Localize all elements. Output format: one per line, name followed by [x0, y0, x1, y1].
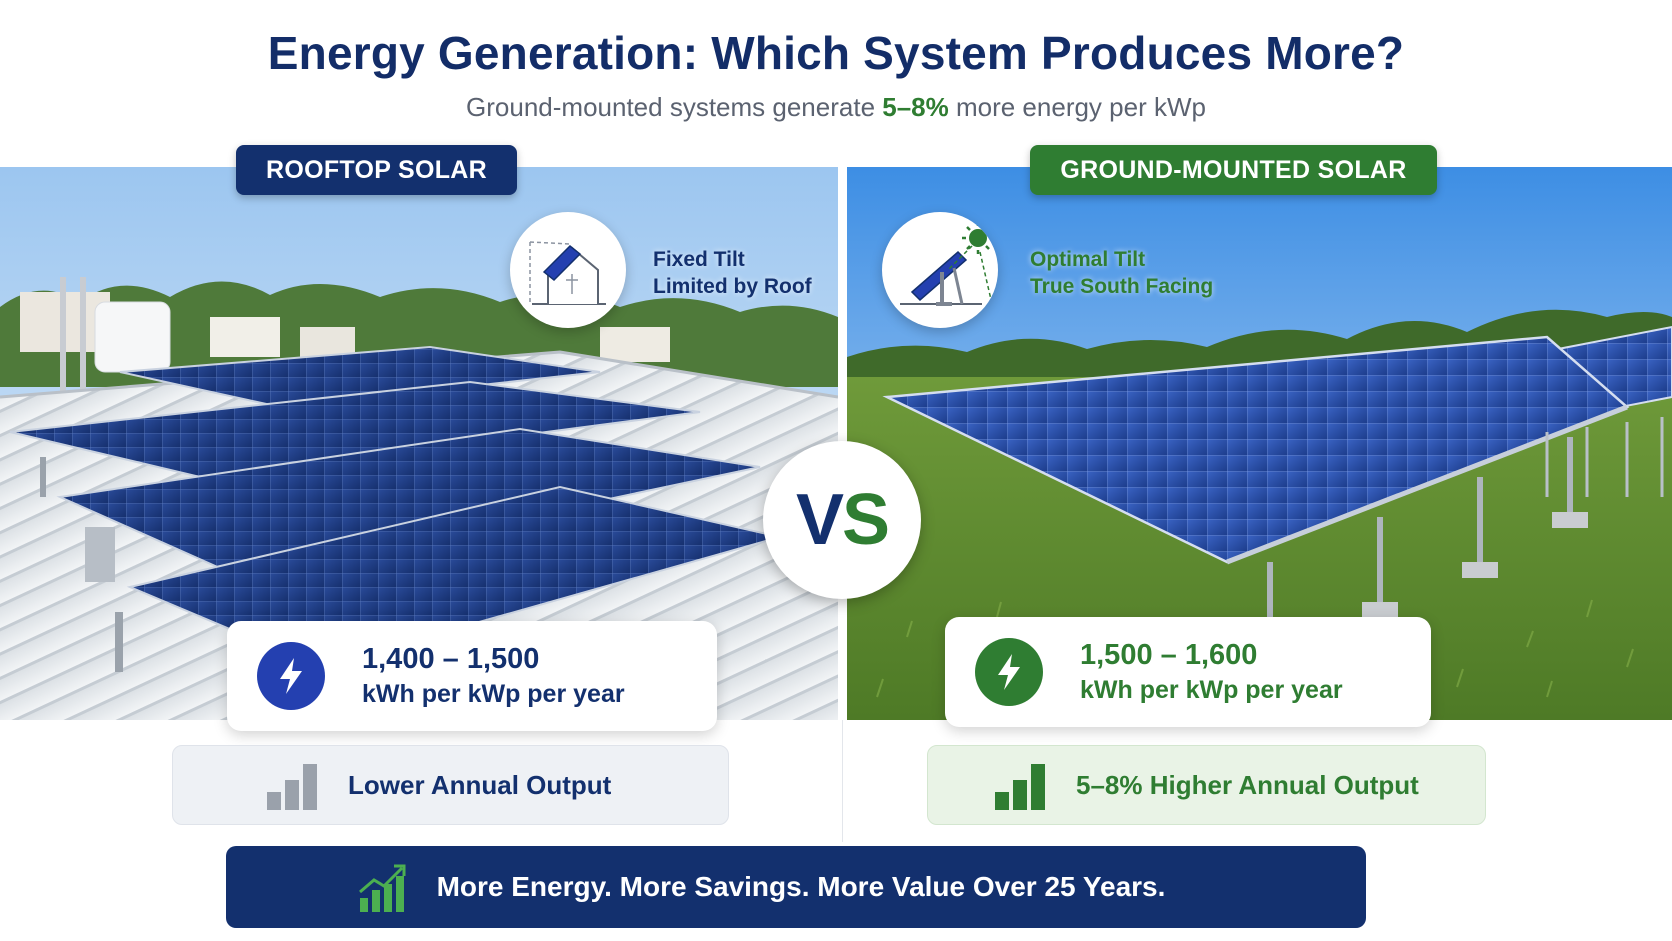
ground-stat-unit: kWh per kWp per year [1080, 676, 1343, 704]
lightning-bolt-icon [257, 642, 325, 710]
ground-output-label: 5–8% Higher Annual Output [1076, 769, 1419, 800]
ground-tilt-line2: True South Facing [1030, 275, 1214, 298]
ground-stat-card: 1,500 – 1,600 kWh per kWp per year [945, 617, 1431, 727]
lightning-bolt-icon [975, 638, 1043, 706]
rooftop-output-label: Lower Annual Output [348, 769, 612, 800]
subtitle-before: Ground-mounted systems generate [466, 92, 883, 122]
page-subtitle: Ground-mounted systems generate 5–8% mor… [0, 92, 1672, 123]
rooftop-tilt-text: Fixed Tilt Limited by Roof [653, 246, 812, 300]
sun-tilt-icon [882, 212, 998, 328]
house-tilt-icon [510, 212, 626, 328]
rooftop-tilt-line1: Fixed Tilt [653, 248, 745, 271]
rooftop-output-box: Lower Annual Output [172, 745, 729, 825]
subtitle-highlight: 5–8% [882, 92, 949, 122]
ground-label: GROUND-MOUNTED SOLAR [1030, 145, 1437, 195]
rooftop-stat-value: 1,400 – 1,500 [362, 643, 540, 675]
bar-chart-icon [993, 760, 1049, 817]
bottom-banner: More Energy. More Savings. More Value Ov… [226, 846, 1366, 928]
rooftop-tilt-line2: Limited by Roof [653, 275, 812, 298]
ground-output-box: 5–8% Higher Annual Output [927, 745, 1486, 825]
rooftop-stat-unit: kWh per kWp per year [362, 680, 625, 708]
trending-up-chart-icon [356, 860, 412, 921]
vs-letter-s: S [842, 480, 890, 560]
rooftop-stat-card: 1,400 – 1,500 kWh per kWp per year [227, 621, 717, 731]
ground-tilt-text: Optimal Tilt True South Facing [1030, 246, 1213, 300]
banner-text: More Energy. More Savings. More Value Ov… [436, 871, 1166, 902]
ground-tilt-line1: Optimal Tilt [1030, 248, 1146, 271]
bar-chart-icon [265, 760, 321, 817]
vs-letter-v: V [795, 480, 844, 560]
center-divider [842, 720, 843, 842]
ground-stat-value: 1,500 – 1,600 [1080, 639, 1258, 671]
rooftop-label: ROOFTOP SOLAR [236, 145, 517, 195]
page-title: Energy Generation: Which System Produces… [267, 27, 1405, 79]
subtitle-after: more energy per kWp [948, 92, 1206, 122]
